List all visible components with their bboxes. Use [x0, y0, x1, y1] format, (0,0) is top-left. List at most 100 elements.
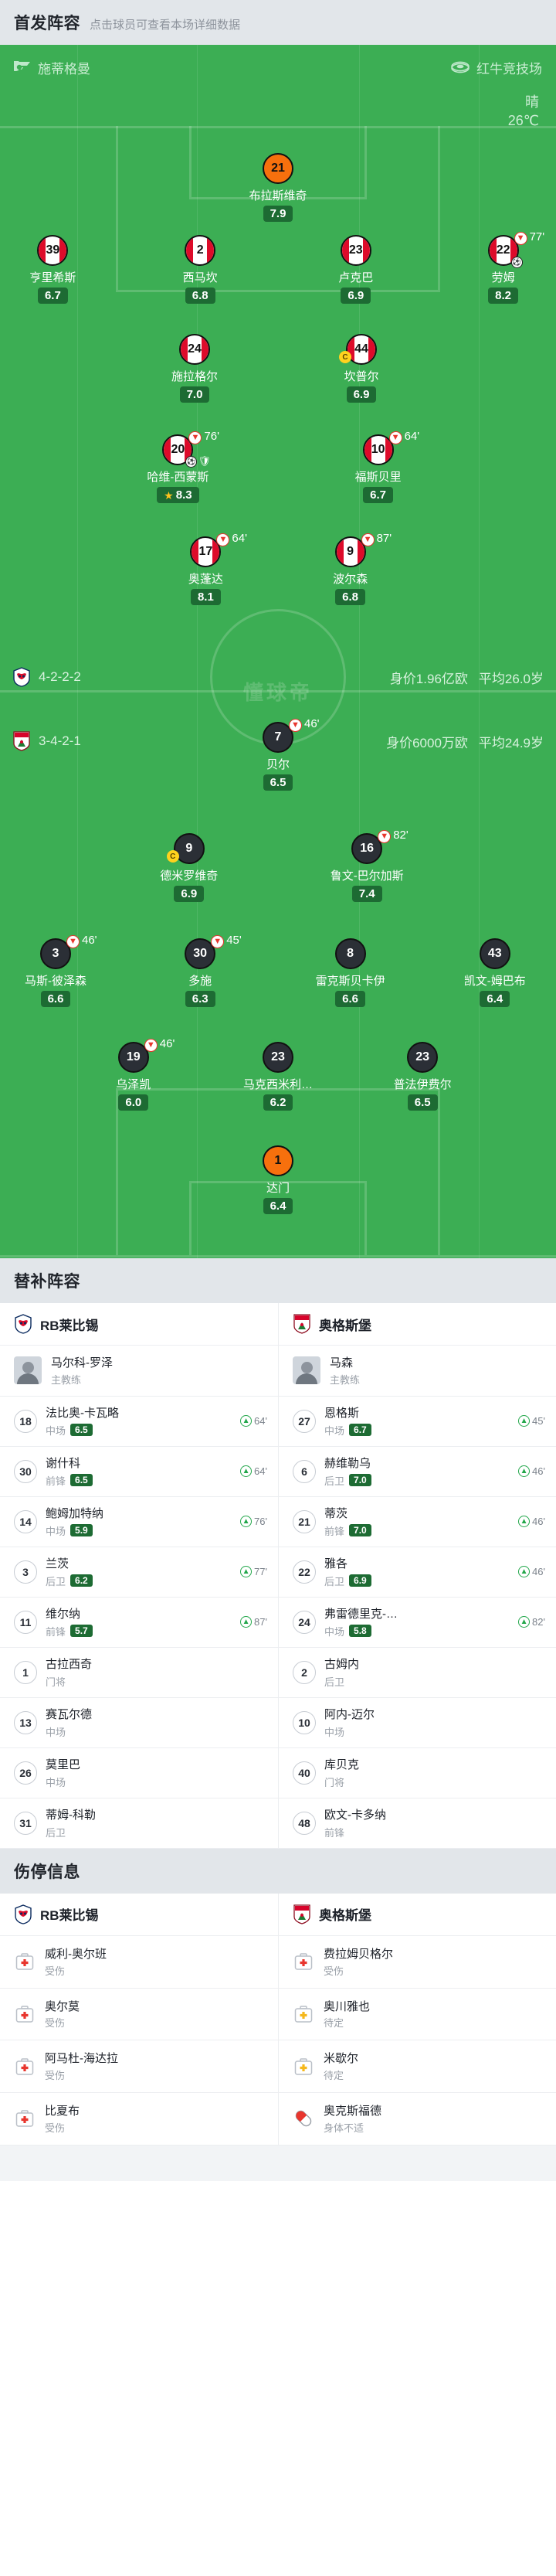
sub-player-row[interactable]: 11 维尔纳 前锋 5.7 ▲ 87': [0, 1598, 278, 1648]
player-number[interactable]: 24: [179, 334, 210, 365]
player-shirt-wrap[interactable]: 8: [334, 938, 366, 969]
substitution-minute: 64': [232, 532, 247, 545]
weather-temperature: 26℃: [507, 113, 539, 129]
player-shirt-wrap[interactable]: 23: [263, 1042, 293, 1073]
player-shirt-wrap[interactable]: 43: [479, 938, 510, 969]
sub-player-row[interactable]: 21 蒂茨 前锋 7.0 ▲ 46': [279, 1497, 556, 1547]
player-shirt-wrap[interactable]: 7 ▼ 46': [263, 717, 320, 753]
player-shirt-wrap[interactable]: 1: [263, 1145, 293, 1176]
player-shirt-wrap[interactable]: 10 ▼ 64': [362, 430, 419, 465]
player-number[interactable]: 44: [346, 334, 377, 365]
player-token[interactable]: 9 C 德米罗维奇 6.9: [143, 833, 236, 902]
player-number[interactable]: 23: [407, 1042, 439, 1073]
sub-player-row[interactable]: 30 谢什科 前锋 6.5 ▲ 64': [0, 1447, 278, 1497]
player-token[interactable]: 22 ▼ 77' ⚽ 劳姆 8.2: [457, 230, 550, 304]
sub-player-row[interactable]: 13 赛瓦尔德 中场: [0, 1698, 278, 1748]
player-shirt-wrap[interactable]: 19 ▼ 46': [117, 1037, 175, 1073]
player-number[interactable]: 9: [334, 536, 366, 567]
sub-player-row[interactable]: 31 蒂姆-科勒 后卫: [0, 1798, 278, 1849]
player-shirt-wrap[interactable]: 20 ▼ 76' ⚽ 🛡: [162, 430, 219, 468]
injury-row[interactable]: 奥克斯福德 身体不适: [279, 2093, 556, 2146]
player-token[interactable]: 23 普法伊费尔 6.5: [376, 1042, 469, 1111]
player-token[interactable]: 3 ▼ 46' 马斯-彼泽森 6.6: [9, 934, 102, 1007]
player-number[interactable]: 23: [263, 1042, 293, 1073]
player-shirt-wrap[interactable]: 22 ▼ 77' ⚽: [487, 230, 544, 268]
player-number[interactable]: 21: [263, 153, 293, 184]
injury-row[interactable]: 奥川雅也 待定: [279, 1989, 556, 2041]
player-token[interactable]: 10 ▼ 64' 福斯贝里 6.7: [332, 430, 425, 503]
injury-row[interactable]: 米歇尔 待定: [279, 2040, 556, 2093]
player-token[interactable]: 30 ▼ 45' 多施 6.3: [154, 934, 246, 1007]
player-shirt-wrap[interactable]: 16 ▼ 82': [351, 829, 409, 864]
player-token[interactable]: 9 ▼ 87' 波尔森 6.8: [304, 532, 397, 605]
player-token[interactable]: 24 施拉格尔 7.0: [148, 334, 241, 403]
away-coach[interactable]: 马森 主教练: [279, 1346, 556, 1397]
sub-player-row[interactable]: 10 阿内-迈尔 中场: [279, 1698, 556, 1748]
sub-player-row[interactable]: 18 法比奥-卡瓦略 中场 6.5 ▲ 64': [0, 1397, 278, 1447]
player-number[interactable]: 7: [263, 722, 293, 753]
player-token[interactable]: 7 ▼ 46' 贝尔 6.5: [232, 717, 324, 791]
player-shirt-wrap[interactable]: 3 ▼ 46': [40, 934, 97, 969]
sub-player-row[interactable]: 26 莫里巴 中场: [0, 1748, 278, 1798]
player-token[interactable]: 43 凯文-姆巴布 6.4: [449, 938, 541, 1007]
player-shirt-wrap[interactable]: 30 ▼ 45': [185, 934, 242, 969]
player-token[interactable]: 1 达门 6.4: [232, 1145, 324, 1214]
injury-status: 受伤: [45, 2122, 66, 2134]
player-number[interactable]: 1: [263, 1145, 293, 1176]
player-token[interactable]: 16 ▼ 82' 鲁文-巴尔加斯 7.4: [320, 829, 413, 902]
injury-row[interactable]: 威利-奥尔班 受伤: [0, 1936, 278, 1989]
sub-player-row[interactable]: 2 古姆内 后卫: [279, 1648, 556, 1698]
player-shirt-wrap[interactable]: 21: [263, 153, 293, 184]
player-number[interactable]: 19: [117, 1042, 149, 1073]
player-number[interactable]: 9: [173, 833, 205, 864]
player-token[interactable]: 44 C 坎普尔 6.9: [315, 334, 408, 403]
player-shirt-wrap[interactable]: 39: [37, 235, 69, 266]
player-token[interactable]: 23 马克西米利… 6.2: [232, 1042, 324, 1111]
player-number[interactable]: 17: [190, 536, 222, 567]
player-token[interactable]: 23 卢克巴 6.9: [310, 235, 402, 304]
player-shirt-wrap[interactable]: 2: [185, 235, 216, 266]
sub-player-row[interactable]: 48 欧文-卡多纳 前锋: [279, 1798, 556, 1849]
player-shirt-wrap[interactable]: 9 ▼ 87': [334, 532, 392, 567]
sub-player-row[interactable]: 1 古拉西奇 门将: [0, 1648, 278, 1698]
sub-player-row[interactable]: 24 弗雷德里克-… 中场 5.8 ▲ 82': [279, 1598, 556, 1648]
player-token[interactable]: 21 布拉斯维奇 7.9: [232, 153, 324, 222]
player-number[interactable]: 8: [334, 938, 366, 969]
injury-row[interactable]: 奥尔莫 受伤: [0, 1989, 278, 2041]
sub-player-row[interactable]: 40 库贝克 门将: [279, 1748, 556, 1798]
sub-player-row[interactable]: 3 兰茨 后卫 6.2 ▲ 77': [0, 1547, 278, 1598]
home-coach[interactable]: 马尔科-罗泽 主教练: [0, 1346, 278, 1397]
player-number[interactable]: 16: [351, 833, 383, 864]
sub-player-row[interactable]: 6 赫维勒乌 后卫 7.0 ▲ 46': [279, 1447, 556, 1497]
player-rating: 6.2: [70, 1574, 93, 1587]
player-token[interactable]: 8 雷克斯贝卡伊 6.6: [304, 938, 397, 1007]
player-number[interactable]: 10: [362, 434, 394, 465]
player-number[interactable]: 23: [340, 235, 371, 266]
player-token[interactable]: 17 ▼ 64' 奥蓬达 8.1: [159, 532, 252, 605]
player-name: 坎普尔: [344, 370, 379, 383]
player-rating: 6.5: [263, 774, 293, 791]
player-token[interactable]: 2 西马坎 6.8: [154, 235, 246, 304]
away-coach-role: 主教练: [330, 1373, 361, 1386]
player-shirt-wrap[interactable]: 44 C: [339, 334, 377, 365]
player-token[interactable]: 20 ▼ 76' ⚽ 🛡 哈维-西蒙斯 ★ 8.3: [131, 430, 224, 503]
player-shirt-wrap[interactable]: 17 ▼ 64': [190, 532, 247, 567]
player-number[interactable]: 43: [479, 938, 510, 969]
player-number[interactable]: 2: [185, 235, 216, 266]
player-shirt-wrap[interactable]: 24: [179, 334, 210, 365]
injury-row[interactable]: 费拉姆贝格尔 受伤: [279, 1936, 556, 1989]
player-number[interactable]: 3: [40, 938, 71, 969]
venue-row: 施蒂格曼 红牛竞技场: [0, 45, 556, 90]
player-number[interactable]: 39: [37, 235, 69, 266]
injury-row[interactable]: 比夏布 受伤: [0, 2093, 278, 2146]
player-number[interactable]: 30: [185, 938, 216, 969]
player-token[interactable]: 39 亨里希斯 6.7: [6, 235, 99, 304]
sub-player-row[interactable]: 27 恩格斯 中场 6.7 ▲ 45': [279, 1397, 556, 1447]
sub-player-row[interactable]: 14 鲍姆加特纳 中场 5.9 ▲ 76': [0, 1497, 278, 1547]
player-shirt-wrap[interactable]: 23: [340, 235, 371, 266]
player-token[interactable]: 19 ▼ 46' 乌泽凯 6.0: [87, 1037, 180, 1111]
injury-row[interactable]: 阿马杜-海达拉 受伤: [0, 2040, 278, 2093]
player-shirt-wrap[interactable]: 23: [407, 1042, 439, 1073]
sub-player-row[interactable]: 22 雅各 后卫 6.9 ▲ 46': [279, 1547, 556, 1598]
